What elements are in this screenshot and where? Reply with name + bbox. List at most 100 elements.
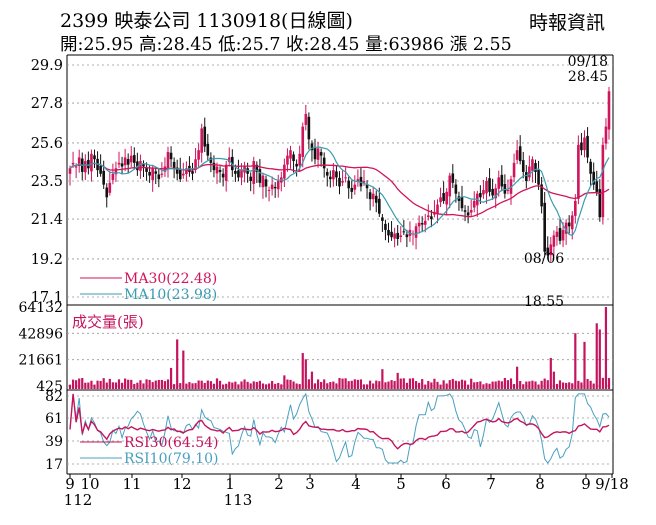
source-label: 時報資訊 [529, 12, 606, 34]
volume-bar [503, 377, 506, 389]
x-tick-label: 6 [441, 475, 451, 493]
volume-bar [445, 383, 448, 389]
candle [365, 180, 369, 199]
volume-bar [408, 378, 412, 389]
candle [142, 160, 145, 178]
candle [393, 227, 396, 248]
candle-body [157, 174, 161, 180]
candle [203, 117, 207, 153]
candle-body [503, 183, 507, 194]
volume-bar [151, 382, 154, 389]
candle [344, 167, 347, 183]
candle-body [589, 161, 592, 174]
volume-bar [243, 379, 246, 389]
candle [108, 171, 112, 196]
candle [503, 174, 507, 199]
candle [561, 222, 565, 248]
candle [423, 213, 427, 233]
candle [430, 209, 433, 228]
candle [589, 158, 592, 186]
candle-body [319, 152, 323, 156]
volume-bar [203, 382, 206, 389]
volume-bar [427, 380, 430, 389]
candle-body [206, 143, 210, 156]
candle [552, 230, 556, 257]
candle [451, 164, 455, 188]
candle-body [390, 231, 393, 238]
candle-body [344, 177, 347, 179]
volume-bar [274, 383, 277, 389]
volume-bar [277, 382, 280, 389]
candle-body [283, 164, 286, 179]
candle-body [580, 142, 583, 151]
candle-body [160, 173, 164, 175]
candle [163, 157, 167, 177]
volume-bar [335, 383, 338, 389]
candle-body [237, 170, 240, 178]
candle-body [142, 164, 145, 167]
volume-bar [543, 378, 546, 389]
volume-bar [424, 384, 427, 389]
candle [185, 161, 188, 182]
candle [436, 199, 439, 224]
candle [182, 162, 185, 179]
candle-body [457, 196, 461, 201]
candle-body [252, 161, 256, 184]
volume-bar [601, 377, 604, 389]
candle [525, 165, 528, 189]
x-tick-label: 11 [122, 475, 141, 493]
volume-bar [362, 384, 366, 389]
volume-bar [332, 381, 335, 389]
candle-body [145, 168, 148, 172]
volume-bar [393, 381, 396, 389]
volume-bar [580, 382, 583, 389]
volume-bar [173, 384, 176, 389]
candle-body [537, 170, 540, 185]
candle [439, 187, 442, 208]
candle-body [111, 173, 115, 180]
candle-body [448, 175, 452, 197]
volume-bar [157, 379, 160, 389]
candle-body [286, 155, 289, 165]
price-tick-label: 27.8 [31, 96, 63, 112]
candle [558, 217, 562, 245]
candle [169, 146, 173, 168]
candle [252, 156, 256, 195]
volume-bar [188, 382, 191, 389]
candle-body [310, 143, 314, 151]
volume-bar [96, 380, 99, 389]
candle [414, 223, 418, 250]
volume-bar [102, 378, 105, 389]
volume-bar [136, 382, 139, 389]
candle-body [249, 176, 252, 181]
candle-body [133, 155, 136, 163]
candle [316, 141, 320, 168]
candle-body [194, 159, 197, 170]
candle [289, 145, 292, 169]
volume-bar [105, 382, 108, 389]
x-tick-label: 9 [65, 475, 75, 493]
candle-body [347, 180, 350, 189]
candle-body [77, 157, 81, 166]
candle [292, 151, 295, 173]
annotation-value: 28.45 [568, 69, 608, 85]
x-tick-label: 3 [305, 475, 315, 493]
candle-body [528, 166, 531, 178]
volume-bar [448, 380, 451, 389]
volume-bar [378, 381, 381, 389]
candle-body [209, 157, 213, 163]
volume-bar [604, 307, 608, 389]
candle-body [583, 137, 586, 151]
volume-bar [500, 381, 503, 389]
candle-body [341, 181, 344, 183]
candle-body [114, 168, 118, 175]
candle-body [402, 231, 406, 233]
volume-bar [117, 379, 121, 389]
rsi-panel: 82 61 39 17 RSI30(64.54)RSI10(79.10) [45, 389, 613, 475]
candle-body [586, 135, 589, 158]
volume-bar [488, 383, 491, 389]
candle-body [543, 202, 546, 252]
candle [485, 176, 488, 204]
candle-body [71, 162, 75, 165]
volume-bar [298, 384, 301, 389]
